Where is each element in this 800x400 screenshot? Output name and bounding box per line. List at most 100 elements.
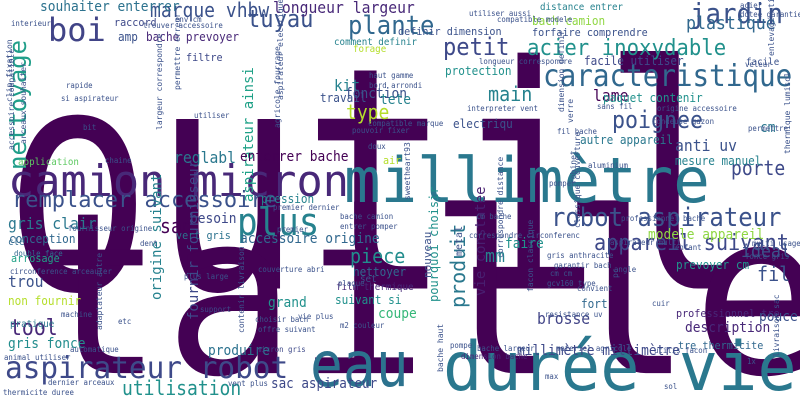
word: support: [200, 305, 232, 314]
word: souhaiter enterrer: [40, 0, 180, 15]
word: forage: [353, 44, 387, 55]
word: fil bache: [557, 127, 597, 136]
word: definir dimension: [398, 25, 502, 38]
word: ideal: [741, 241, 791, 262]
word: arrosage: [11, 252, 60, 265]
word: millimètre millimètre: [517, 343, 680, 359]
word: fil: [757, 262, 791, 286]
word: gris clair: [8, 214, 97, 233]
word: bache camion: [340, 212, 394, 221]
word: mm: [485, 246, 505, 267]
word: dimension definir: [557, 30, 566, 112]
word: bit: [83, 123, 97, 132]
word: resistance uv: [545, 310, 603, 319]
word: correspondre circonferenc: [469, 231, 580, 240]
word: plante: [348, 11, 435, 41]
word: plus: [237, 200, 320, 244]
word: compatible modele: [497, 15, 573, 24]
word: premier: [277, 225, 309, 234]
word: bache largeur: [477, 344, 535, 353]
word: aspirateur robot: [5, 351, 289, 386]
word: paquet contenir: [603, 91, 703, 105]
word: accessoire origine: [240, 231, 380, 247]
word: convient: [577, 284, 613, 293]
word: entrer pomper: [340, 222, 398, 231]
word: film thermique: [336, 282, 414, 293]
word: aspirateur electrique: [276, 0, 285, 100]
word: robot aspirateur: [551, 203, 782, 233]
word: materiel agricole: [556, 344, 632, 353]
word: porte: [731, 156, 786, 180]
word: nettoyer: [353, 265, 407, 279]
word: plastique: [686, 13, 776, 34]
word: choisir bach: [255, 315, 309, 324]
word: origine accessoire: [657, 104, 737, 113]
word: piece: [350, 244, 406, 268]
word: env cm: [175, 15, 202, 24]
word: livraison sac: [772, 294, 781, 357]
word: circonference arceauler: [10, 267, 112, 276]
word: gris fonce: [8, 336, 86, 352]
word: raccord: [114, 16, 157, 29]
word: facile: [746, 57, 780, 68]
word: sac aspirateur: [271, 376, 378, 392]
word: distance entrer: [540, 2, 624, 13]
word: max: [545, 372, 559, 381]
word: acier: [740, 1, 763, 10]
word: fournisseur origine: [68, 224, 153, 233]
word: modele appareil: [648, 227, 765, 243]
word: bache haut: [436, 323, 445, 372]
word: forfaire comprendre: [532, 26, 648, 39]
word: permettre: [748, 124, 788, 133]
word: dotee garantie: [740, 10, 800, 19]
word: outil: [3, 2, 751, 363]
word: professionnel bache: [621, 214, 706, 223]
word: travail: [320, 91, 367, 105]
word: m2 couleur: [340, 321, 385, 330]
word: sans fil: [597, 102, 633, 111]
word: plus large: [184, 272, 229, 281]
word: pratique: [10, 319, 55, 330]
word: contenir livraison: [237, 246, 246, 333]
word: fonction: [345, 86, 408, 102]
word: sol: [664, 382, 678, 391]
word: vie constatee: [473, 186, 489, 296]
word: enfant: [675, 243, 702, 252]
word: durée vie: [443, 328, 797, 400]
word: pression: [261, 192, 315, 206]
word: bache prevoyer: [146, 30, 240, 44]
word: rapide: [66, 81, 93, 90]
word: vie plus: [298, 312, 334, 321]
word: double face: [14, 249, 63, 258]
word: tondeuse gazon: [652, 117, 715, 126]
word: longueur correspondre: [479, 57, 573, 66]
word: protection: [445, 64, 512, 78]
word: type: [346, 100, 390, 124]
word: caracteristique: [543, 59, 793, 94]
word: cm bache: [476, 212, 512, 221]
word: suivant si: [335, 293, 402, 307]
word: tete: [380, 92, 412, 108]
word: largeur correspondre: [155, 33, 164, 130]
word: aspirateur ainsi: [241, 67, 257, 202]
word: electriqu: [453, 117, 513, 131]
word: adaptateur autre: [95, 252, 104, 330]
word: trou: [8, 272, 44, 291]
word: mesure manuel: [675, 154, 762, 168]
word: filtre: [186, 51, 223, 64]
word: brosse: [537, 309, 591, 328]
word: dernier arceaux: [48, 378, 115, 387]
word: etc: [118, 317, 132, 326]
word: pompe: [450, 341, 473, 350]
word: eau: [310, 328, 409, 400]
word: metal: [454, 225, 465, 256]
word: remplacer accessoire: [12, 188, 277, 213]
word: acier inoxydable: [527, 36, 727, 61]
word: verre: [566, 98, 575, 123]
word: arceaux souhaiter: [19, 62, 28, 144]
word: application: [18, 157, 79, 168]
word: si aspirateur: [61, 94, 119, 103]
word: enlevage utilis: [767, 0, 776, 56]
word: aspirateur multi: [610, 238, 681, 247]
word: offre suivant: [258, 325, 316, 334]
